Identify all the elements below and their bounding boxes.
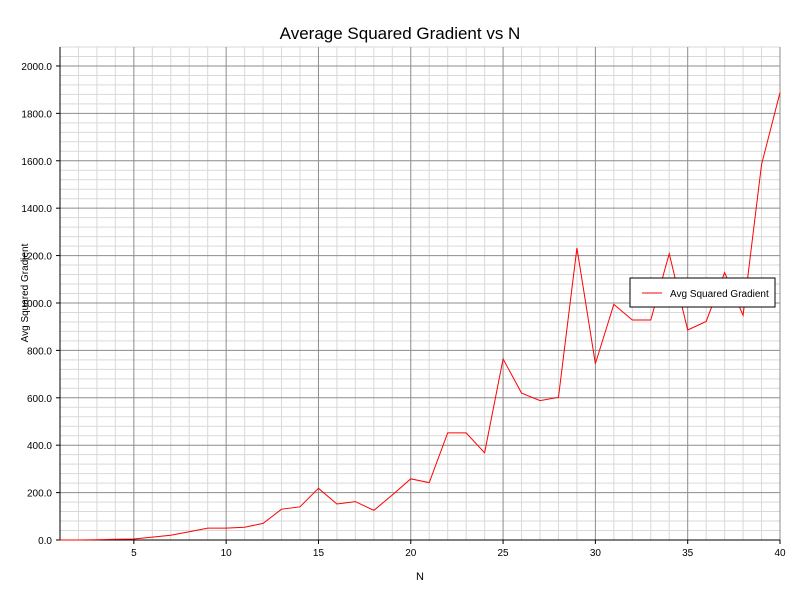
y-tick-label: 1600.0 <box>21 157 52 168</box>
y-tick-label: 200.0 <box>27 489 52 500</box>
chart-title: Average Squared Gradient vs N <box>280 24 521 43</box>
x-tick-label: 30 <box>590 548 602 559</box>
y-tick-label: 800.0 <box>27 346 52 357</box>
x-tick-label: 25 <box>498 548 510 559</box>
x-tick-label: 20 <box>405 548 417 559</box>
y-tick-label: 1400.0 <box>21 204 52 215</box>
y-tick-label: 400.0 <box>27 441 52 452</box>
legend: Avg Squared Gradient <box>629 277 776 308</box>
y-tick-label: 1200.0 <box>21 252 52 263</box>
y-tick-label: 0.0 <box>38 536 52 547</box>
legend-label: Avg Squared Gradient <box>670 289 769 300</box>
x-tick-label: 10 <box>221 548 233 559</box>
x-axis-ticks: 5 10 15 20 25 30 35 40 <box>131 540 786 559</box>
y-tick-label: 1000.0 <box>21 299 52 310</box>
x-tick-label: 35 <box>682 548 694 559</box>
y-tick-label: 1800.0 <box>21 109 52 120</box>
y-tick-label: 600.0 <box>27 394 52 405</box>
x-tick-label: 5 <box>131 548 137 559</box>
y-axis-label: Avg Squared Gradient <box>20 243 31 342</box>
y-tick-label: 2000.0 <box>21 62 52 73</box>
x-tick-label: 40 <box>774 548 786 559</box>
y-axis-ticks: 0.0 200.0 400.0 600.0 800.0 1000.0 1200.0 1400.… <box>21 62 60 547</box>
x-tick-label: 15 <box>313 548 325 559</box>
x-axis-label: N <box>416 571 424 583</box>
axes <box>59 47 780 541</box>
minor-gridlines <box>59 46 780 540</box>
